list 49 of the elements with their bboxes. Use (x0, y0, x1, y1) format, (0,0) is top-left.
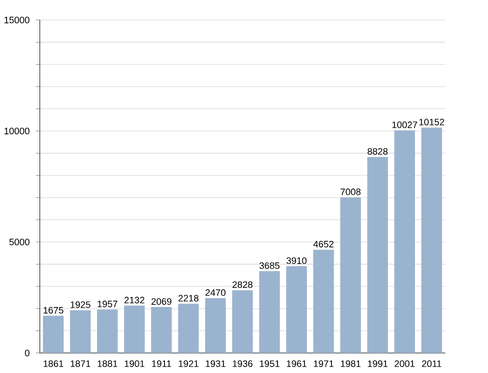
x-tick-label: 1961 (286, 360, 306, 367)
bar (205, 298, 226, 353)
data-label: 1925 (70, 301, 90, 308)
bar (259, 271, 280, 353)
x-tick-label: 1951 (260, 360, 280, 367)
data-label: 10152 (419, 118, 444, 126)
x-tick-label: 1861 (44, 360, 64, 367)
x-tick-label: 1911 (152, 360, 171, 367)
y-tick-label: 10000 (4, 128, 30, 134)
data-label: 1957 (98, 300, 118, 308)
bar (97, 310, 118, 353)
bar (43, 316, 64, 353)
x-tick-label: 1881 (98, 360, 118, 367)
data-label: 2828 (232, 281, 252, 288)
data-label: 2470 (206, 289, 226, 296)
data-label: 3910 (286, 257, 307, 264)
bar (286, 266, 307, 353)
data-label: 2132 (124, 296, 144, 304)
x-tick-label: 1871 (70, 360, 90, 367)
bar (340, 197, 361, 353)
bar (232, 290, 253, 353)
bar (367, 157, 388, 353)
x-tick-label: 1991 (368, 360, 388, 367)
data-label: 8828 (368, 148, 388, 155)
bar (421, 128, 442, 353)
x-tick-label: 1981 (340, 360, 360, 367)
x-tick-label: 1971 (314, 360, 334, 367)
data-label: 2218 (178, 294, 198, 302)
data-label: 1675 (44, 306, 64, 314)
bar (313, 250, 334, 353)
data-label: 10027 (392, 122, 418, 128)
x-tick-label: 2001 (394, 360, 415, 367)
x-tick-label: 1901 (124, 360, 144, 367)
y-tick-label: 0 (24, 350, 30, 356)
bar (394, 130, 415, 353)
bar (151, 307, 172, 353)
y-tick-label: 15000 (4, 16, 30, 24)
bar (178, 304, 199, 353)
x-tick-label: 2011 (422, 360, 442, 367)
data-label: 2069 (152, 298, 172, 305)
x-tick-label: 1921 (178, 360, 198, 367)
bar (124, 306, 145, 353)
bar (70, 310, 91, 353)
data-label: 3685 (259, 262, 280, 269)
y-tick-label: 5000 (9, 238, 30, 246)
x-tick-label: 1936 (232, 360, 252, 367)
data-label: 7008 (340, 188, 361, 196)
x-tick-label: 1931 (206, 360, 226, 367)
data-label: 4652 (313, 240, 334, 248)
